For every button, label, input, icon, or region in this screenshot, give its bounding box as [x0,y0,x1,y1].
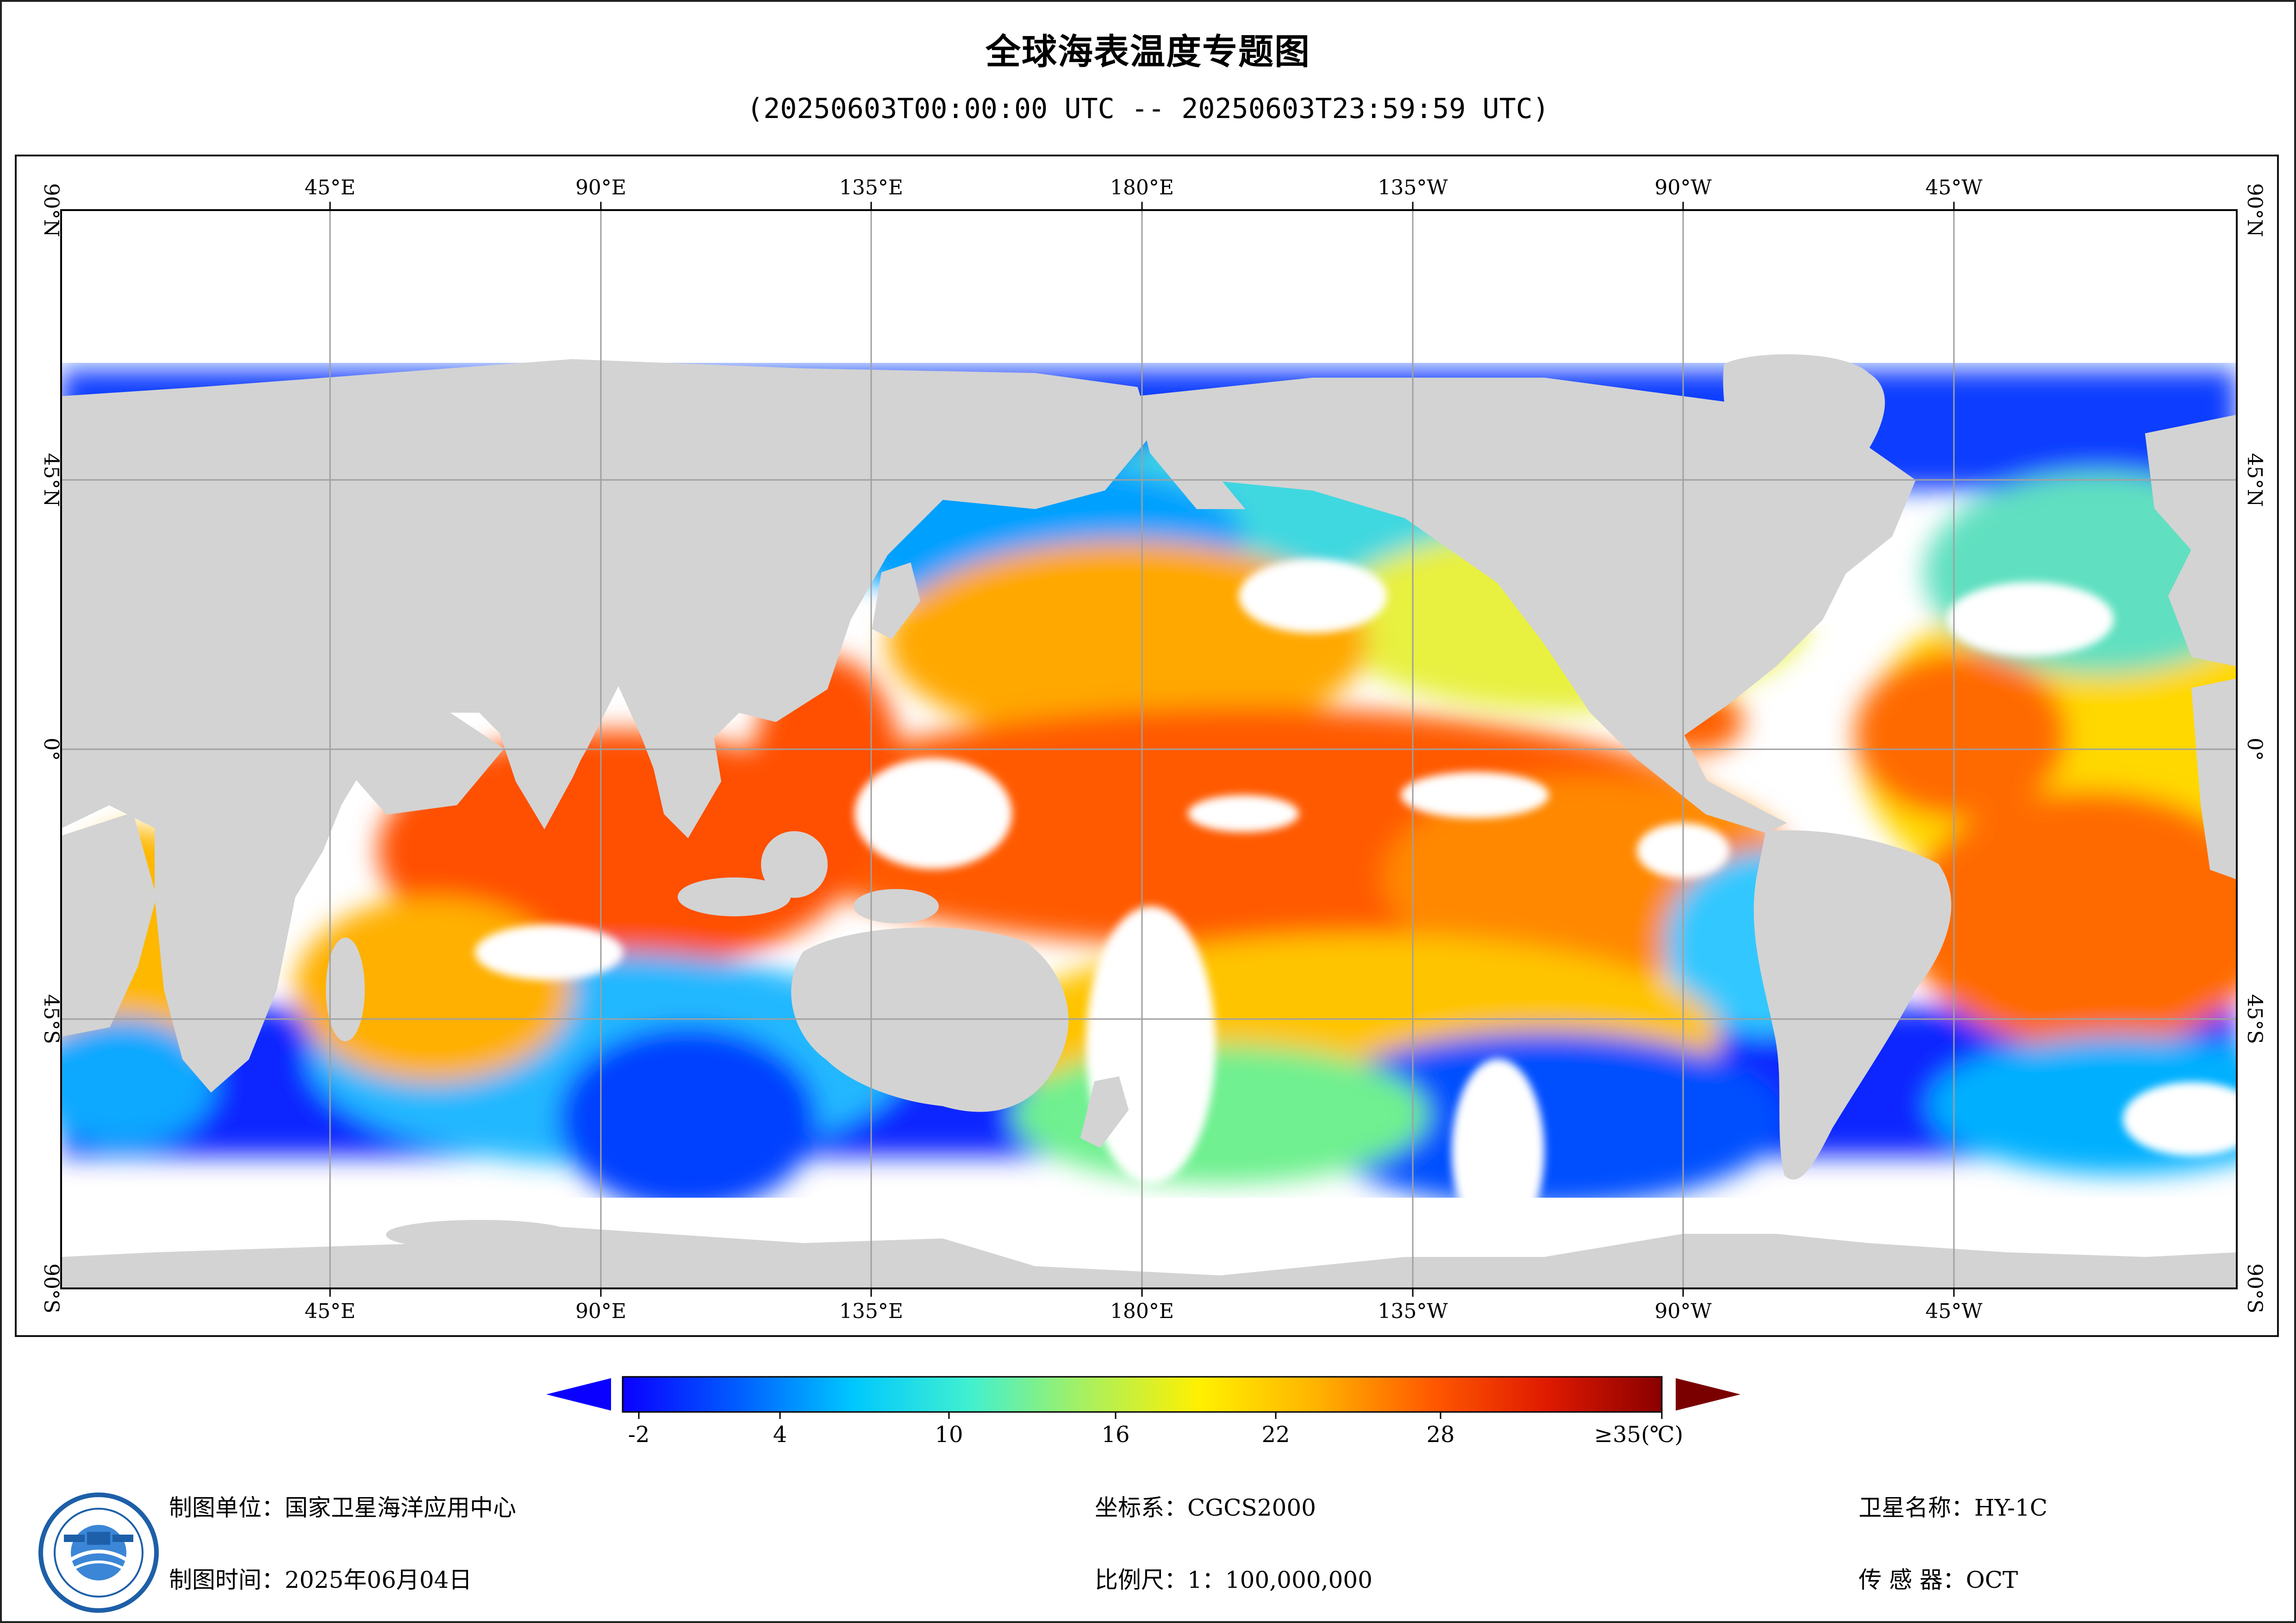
bottom-lon-label: 45°W [1925,1300,1983,1323]
mapping-unit: 制图单位：国家卫星海洋应用中心 [169,1494,516,1521]
map-scale: 比例尺：1：100,000,000 [1095,1567,1373,1593]
page-title: 全球海表温度专题图 [986,31,1310,72]
top-lon-label: 135°E [839,176,903,199]
japan [872,562,921,639]
sensor-name: 传 感 器：OCT [1859,1567,2018,1593]
right-lat-label: 45°S [2243,994,2266,1044]
colorbar: -2 4 10 16 22 28 ≥35(℃) [542,1370,1745,1462]
north-america [1136,378,1916,833]
bottom-lon-label: 135°E [839,1300,903,1323]
left-lat-label: 45°S [39,994,63,1044]
right-lat-label: 90°N [2243,183,2266,237]
west-africa-edge [61,812,157,1037]
left-latitude-labels: 90°N 45°N 0° 45°S 90°S [39,183,63,1313]
colorbar-under-arrow [546,1378,611,1411]
right-lat-label: 90°S [2243,1263,2266,1313]
right-lat-label: 0° [2243,738,2266,761]
top-lon-label: 135°W [1378,176,1448,199]
bottom-lon-label: 45°E [305,1300,356,1323]
map-frame: 45°E 90°E 135°E 180°E 135°W 90°W 45°W 45… [15,155,2279,1337]
colorbar-labels: -2 4 10 16 22 28 ≥35(℃) [628,1422,1684,1448]
colorbar-tick-label: 10 [935,1422,963,1448]
madagascar [326,938,365,1041]
arctic-no-data [61,210,2237,363]
india [492,711,597,830]
antarctica [61,1224,2237,1288]
colorbar-tick-marks [638,1412,1663,1419]
antarctica-ridge [386,1220,573,1250]
top-lon-label: 90°E [575,176,626,199]
new-zealand [1080,1076,1129,1148]
bottom-lon-label: 90°E [575,1300,626,1323]
top-lon-label: 180°E [1110,176,1174,199]
left-lat-label: 90°N [39,183,63,237]
colorbar-tick-label: 16 [1101,1422,1129,1448]
bottom-lon-label: 135°W [1378,1300,1448,1323]
colorbar-tick-label: 28 [1426,1422,1454,1448]
map-plot-border [60,209,2238,1289]
top-lon-label: 45°E [305,176,356,199]
arabia [293,687,504,815]
south-america [1753,830,1952,1180]
left-lat-label: 0° [39,738,63,761]
new-guinea [854,889,939,923]
borneo [761,831,828,898]
colorbar-tick-label: -2 [628,1422,650,1448]
bottom-lon-label: 90°W [1654,1300,1712,1323]
mapping-time: 制图时间：2025年06月04日 [169,1567,472,1593]
satellite-name: 卫星名称：HY-1C [1859,1494,2048,1521]
top-lon-label: 90°W [1654,176,1712,199]
top-longitude-labels: 45°E 90°E 135°E 180°E 135°W 90°W 45°W [305,176,1983,199]
graticule [61,210,2237,1288]
west-africa-right [2191,678,2237,880]
time-range-subtitle: (20250603T00:00:00 UTC -- 20250603T23:59… [747,93,1549,125]
left-lat-label: 90°S [39,1263,63,1313]
map-area [61,210,2237,1288]
nsoas-logo [36,1490,161,1615]
left-lat-label: 45°N [39,453,63,507]
land-masses [61,354,2237,1288]
tick-marks [329,202,1955,1297]
bottom-longitude-labels: 45°E 90°E 135°E 180°E 135°W 90°W 45°W [305,1300,1983,1323]
colorbar-bar [622,1376,1663,1413]
colorbar-tick-label: 22 [1261,1422,1290,1448]
sst-map[interactable]: 45°E 90°E 135°E 180°E 135°W 90°W 45°W 45… [17,156,2277,1335]
right-lat-label: 45°N [2243,453,2266,507]
top-lon-label: 45°W [1925,176,1983,199]
colorbar-over-arrow [1676,1378,1741,1411]
west-europe [2145,414,2237,667]
coordinate-system: 坐标系：CGCS2000 [1095,1494,1316,1521]
right-latitude-labels: 90°N 45°N 0° 45°S 90°S [2243,183,2266,1313]
colorbar-tick-label: ≥35(℃) [1594,1422,1683,1448]
bottom-lon-label: 180°E [1110,1300,1174,1323]
colorbar-tick-label: 4 [773,1422,787,1448]
logo-emblem-icon [38,1492,159,1613]
indochina [640,710,722,839]
